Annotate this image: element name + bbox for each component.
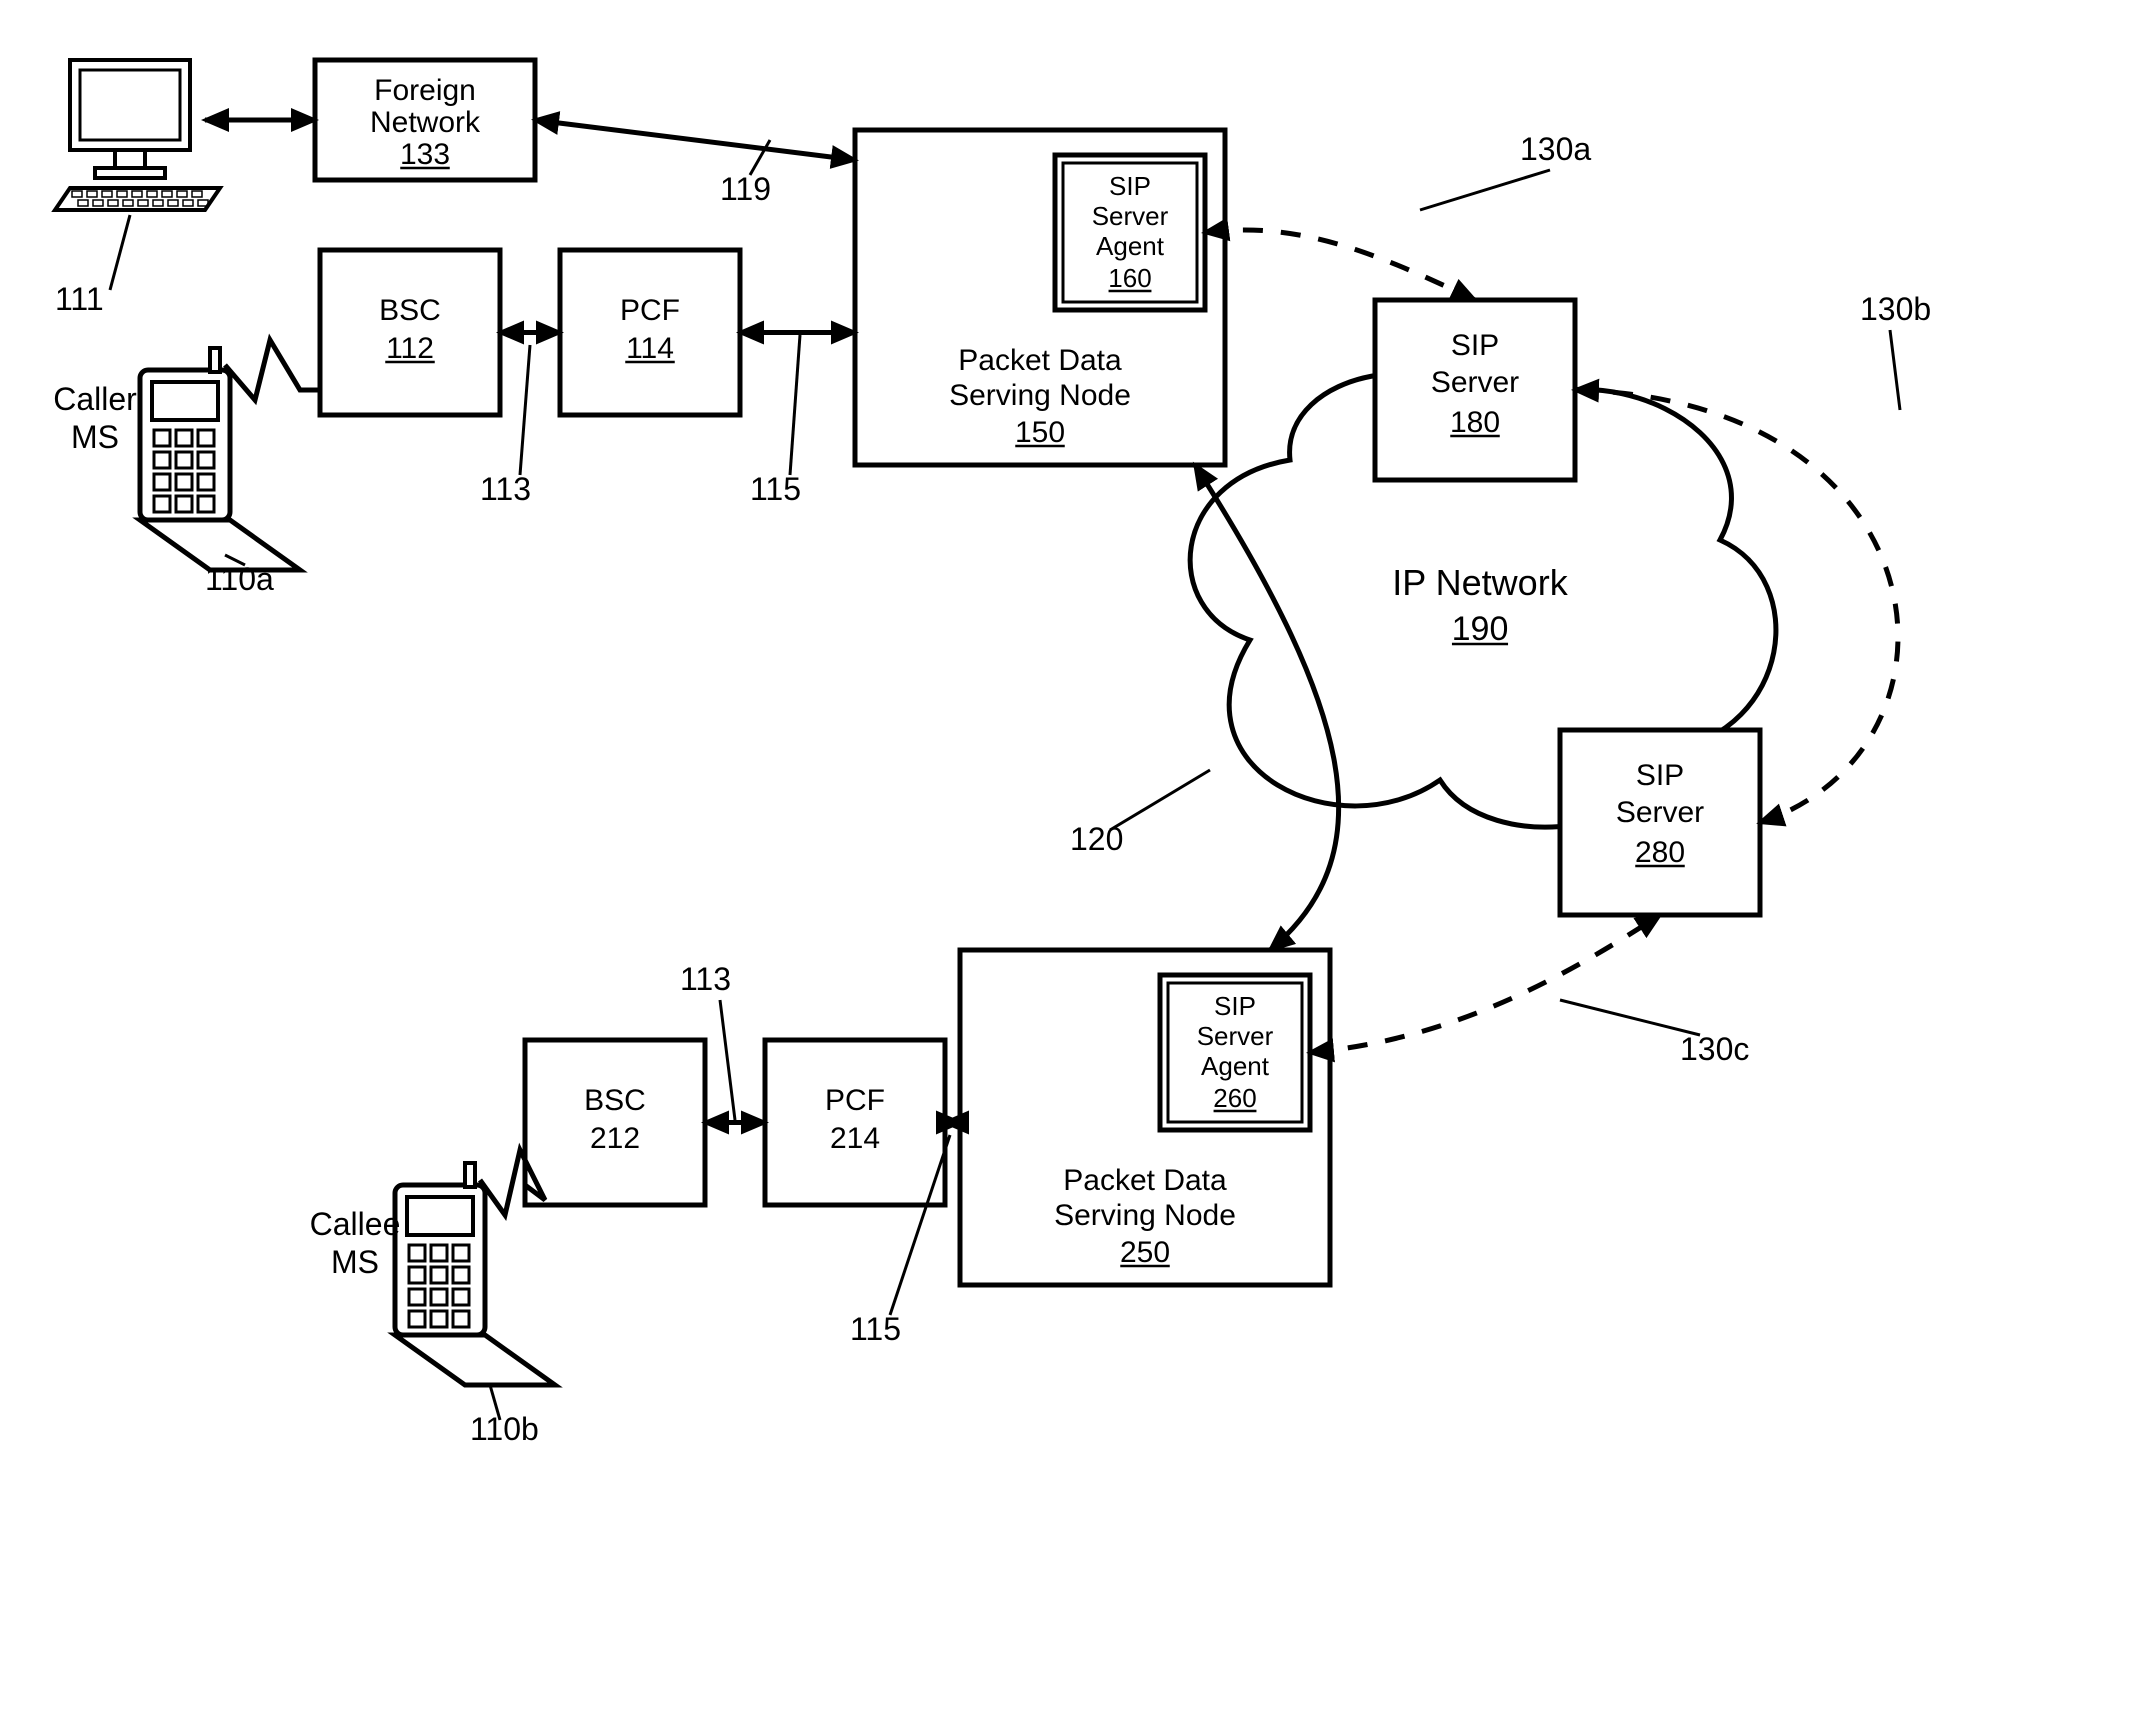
svg-text:110b: 110b [470,1411,539,1447]
svg-text:119: 119 [720,171,771,207]
svg-text:SIP: SIP [1636,759,1684,792]
svg-text:PCF: PCF [620,294,680,327]
svg-text:Agent: Agent [1096,231,1165,261]
svg-text:Agent: Agent [1201,1051,1270,1081]
svg-text:Packet Data: Packet Data [958,344,1122,377]
svg-text:SIP: SIP [1214,991,1256,1021]
svg-text:BSC: BSC [379,294,441,327]
svg-text:112: 112 [386,332,434,365]
svg-text:Callee: Callee [310,1206,401,1242]
svg-text:Server: Server [1431,366,1519,399]
svg-text:115: 115 [750,471,801,507]
svg-text:212: 212 [590,1122,640,1155]
svg-text:Server: Server [1616,796,1704,829]
svg-text:120: 120 [1070,821,1123,857]
svg-text:180: 180 [1450,406,1500,439]
svg-text:SIP: SIP [1451,329,1499,362]
svg-text:Foreign: Foreign [374,74,476,107]
svg-text:SIP: SIP [1109,171,1151,201]
svg-text:190: 190 [1452,610,1509,648]
svg-text:160: 160 [1108,263,1151,293]
svg-text:114: 114 [626,332,674,365]
svg-text:Caller: Caller [53,381,137,417]
svg-text:130b: 130b [1860,291,1931,327]
svg-text:Server: Server [1197,1021,1274,1051]
svg-text:Server: Server [1092,201,1169,231]
svg-text:250: 250 [1120,1236,1170,1269]
svg-text:Packet Data: Packet Data [1063,1164,1227,1197]
svg-text:PCF: PCF [825,1084,885,1117]
svg-text:214: 214 [830,1122,880,1155]
svg-text:130a: 130a [1520,131,1591,167]
svg-text:115: 115 [850,1311,901,1347]
svg-text:MS: MS [71,419,119,455]
svg-text:133: 133 [400,138,450,171]
svg-text:150: 150 [1015,416,1065,449]
svg-text:MS: MS [331,1244,379,1280]
svg-text:110a: 110a [205,561,274,597]
svg-text:280: 280 [1635,836,1685,869]
svg-text:Serving Node: Serving Node [1054,1199,1236,1232]
svg-text:Serving Node: Serving Node [949,379,1131,412]
svg-text:113: 113 [480,471,531,507]
svg-text:IP Network: IP Network [1392,562,1568,603]
svg-text:260: 260 [1213,1083,1256,1113]
svg-text:Network: Network [370,106,481,139]
svg-text:130c: 130c [1680,1031,1749,1067]
svg-text:113: 113 [680,961,731,997]
svg-text:BSC: BSC [584,1084,646,1117]
svg-text:111: 111 [55,281,104,317]
